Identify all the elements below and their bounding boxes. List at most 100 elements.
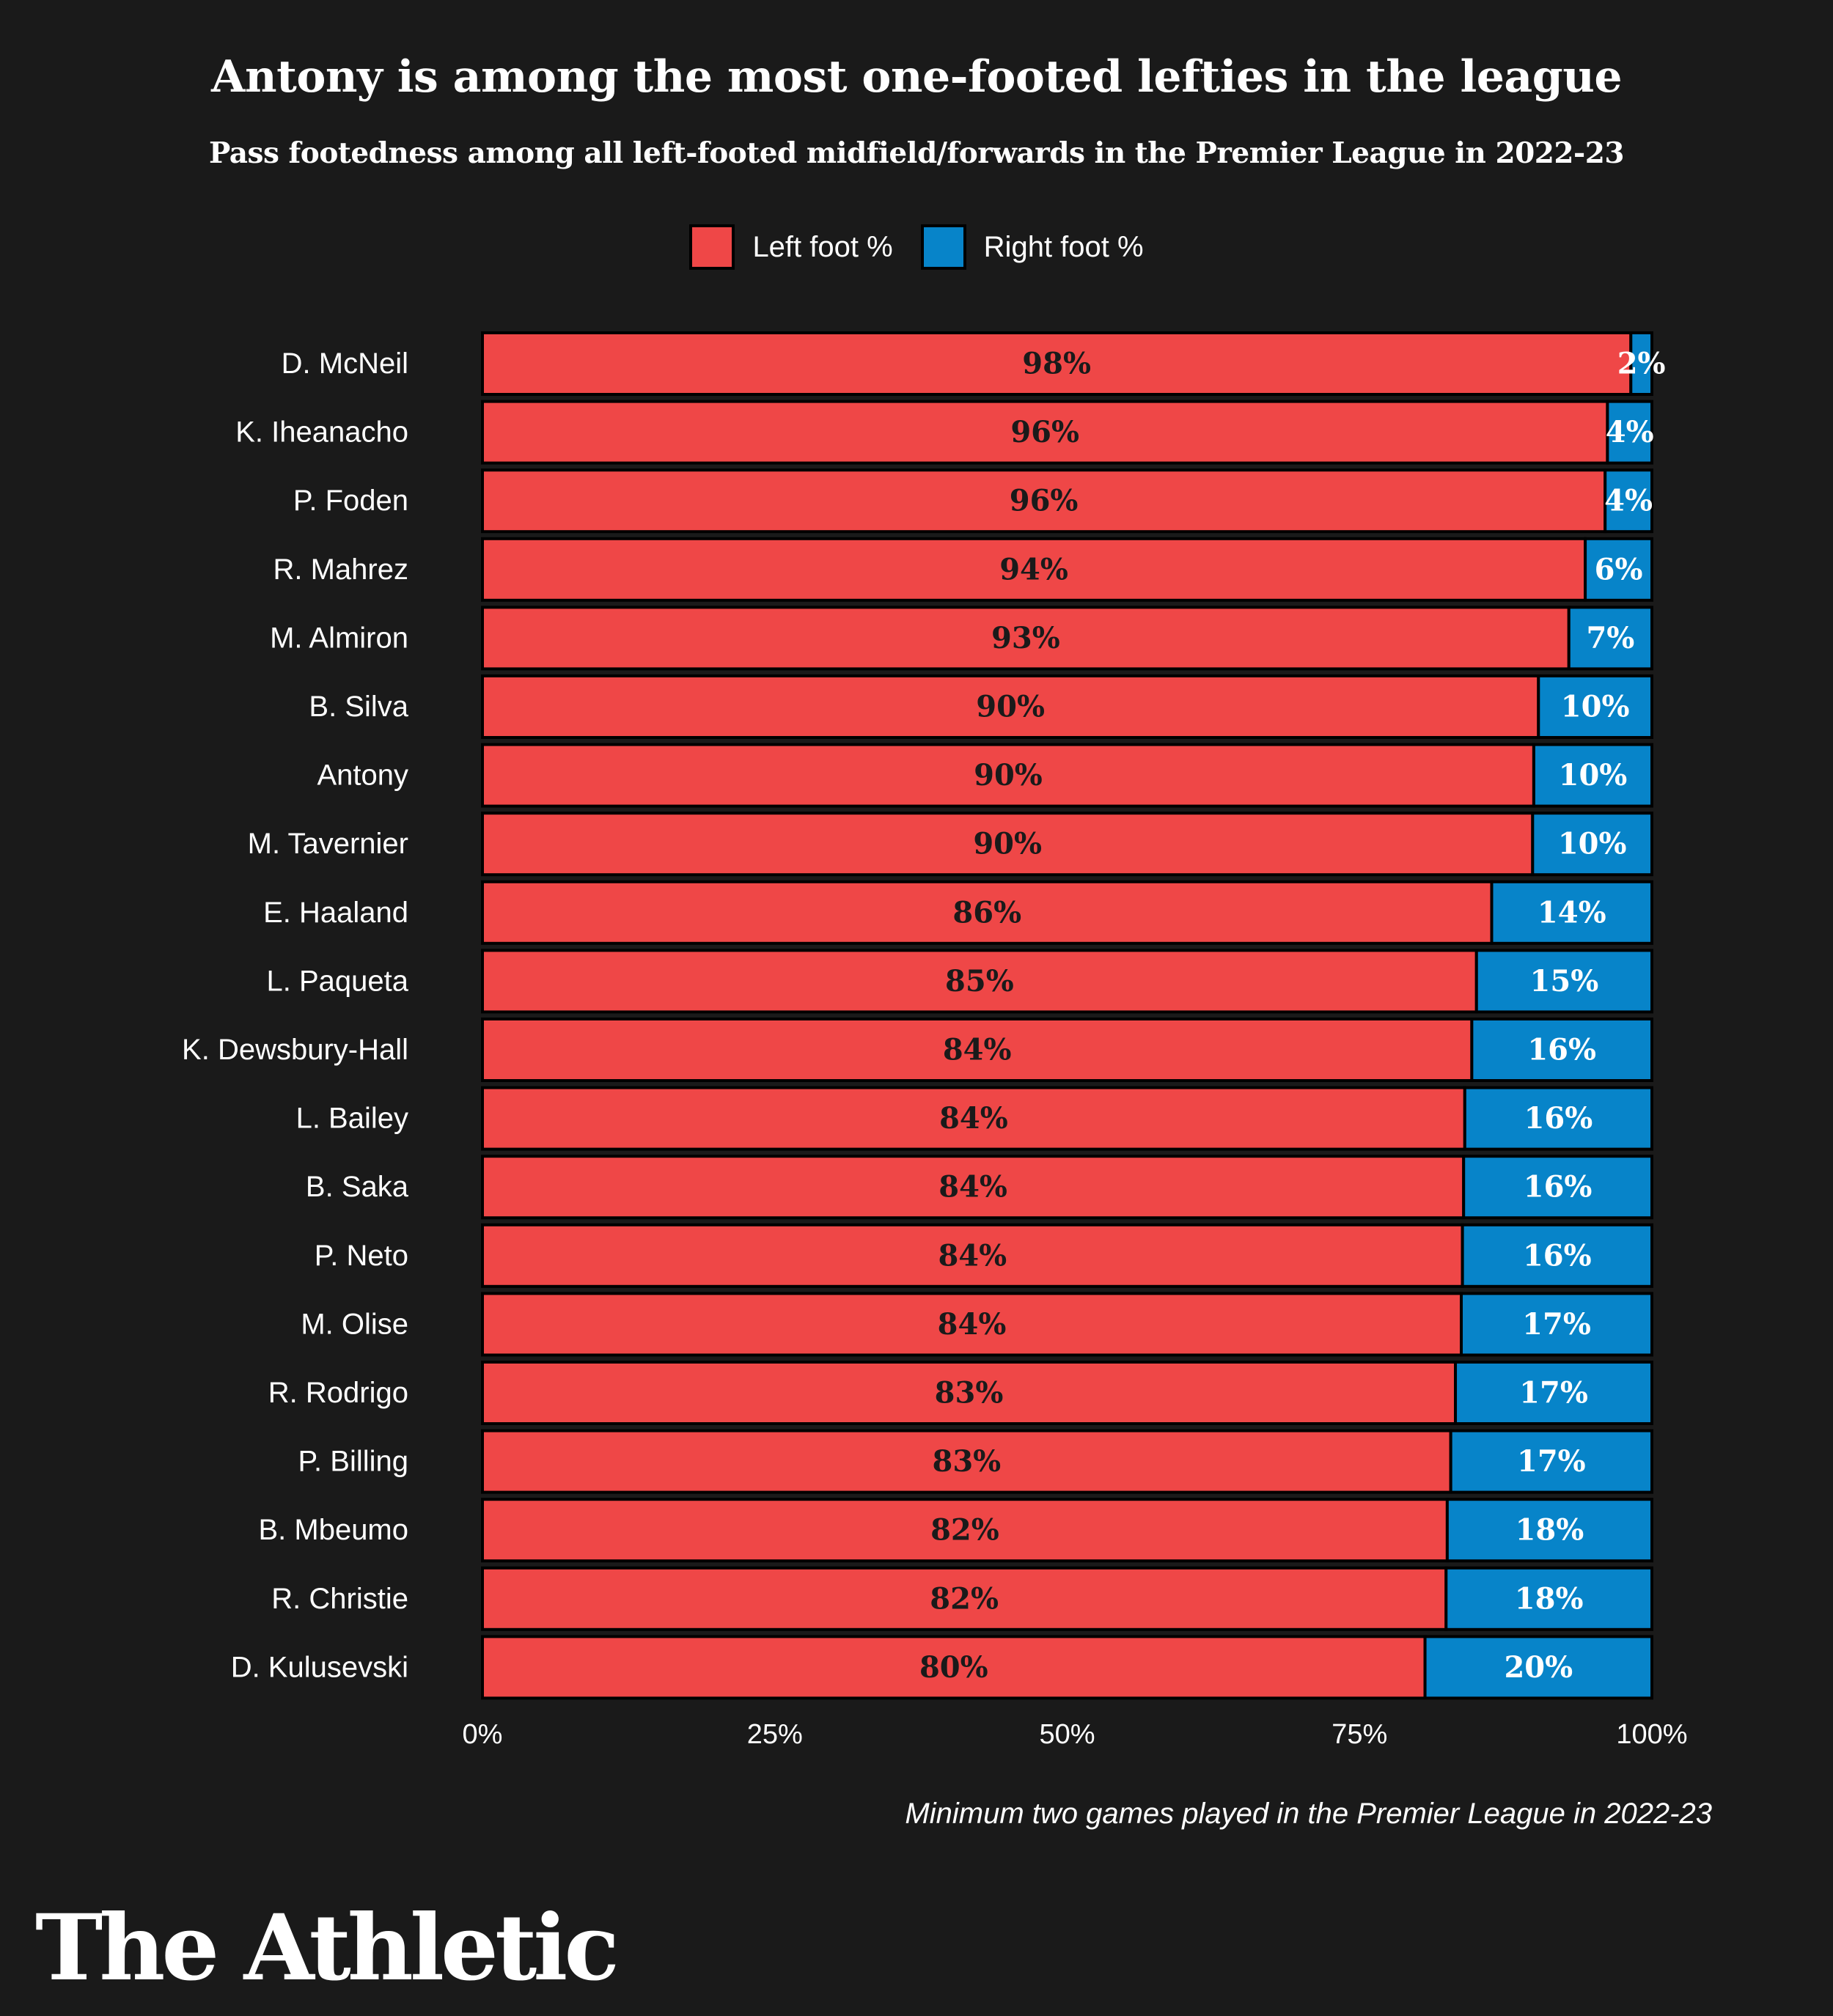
chart-title: Antony is among the most one-footed left… (210, 51, 1623, 103)
data-label-right-foot-k-iheanacho: 4% (1606, 415, 1654, 449)
bar-right-foot-p-neto (1461, 1223, 1653, 1288)
bar-right-foot-b-mbeumo (1445, 1498, 1653, 1563)
category-label-l-bailey: L. Bailey (296, 1103, 408, 1135)
data-label-left-foot-p-foden: 96% (1010, 484, 1079, 518)
bar-left-foot-d-kulusevski (481, 1635, 1427, 1700)
data-label-right-foot-b-silva: 10% (1561, 690, 1630, 724)
data-label-left-foot-m-olise: 84% (938, 1307, 1007, 1342)
x-tick-label-25: 25% (747, 1719, 803, 1750)
category-label-p-billing: P. Billing (298, 1446, 408, 1478)
data-label-right-foot-b-saka: 16% (1524, 1170, 1593, 1204)
bar-left-foot-m-tavernier (481, 812, 1535, 877)
category-label-l-paqueta: L. Paqueta (267, 965, 409, 997)
data-label-right-foot-p-billing: 17% (1517, 1444, 1586, 1479)
category-label-b-saka: B. Saka (306, 1171, 409, 1203)
bar-left-foot-p-billing (481, 1429, 1452, 1494)
bar-right-foot-k-dewsbury-hall (1470, 1018, 1653, 1082)
data-label-right-foot-b-mbeumo: 18% (1516, 1513, 1584, 1548)
category-label-k-dewsbury-hall: K. Dewsbury-Hall (182, 1034, 408, 1066)
data-label-left-foot-b-silva: 90% (976, 690, 1045, 724)
data-label-left-foot-d-mcneil: 98% (1022, 347, 1091, 381)
legend-item-left-foot: Left foot % (689, 224, 893, 270)
bar-right-foot-m-almiron (1567, 606, 1653, 671)
bar-left-foot-p-foden (481, 468, 1607, 534)
bar-right-foot-l-bailey (1463, 1086, 1654, 1151)
category-label-m-olise: M. Olise (301, 1308, 408, 1340)
data-label-right-foot-l-bailey: 16% (1524, 1101, 1593, 1136)
data-label-right-foot-r-christie: 18% (1515, 1581, 1584, 1616)
bar-right-foot-r-mahrez (1584, 537, 1653, 602)
x-tick-label-75: 75% (1331, 1719, 1387, 1750)
the-athletic-logo: The Athletic (35, 1895, 620, 2001)
bar-right-foot-p-foden (1604, 468, 1653, 534)
category-label-b-mbeumo: B. Mbeumo (258, 1514, 408, 1546)
category-label-r-rodrigo: R. Rodrigo (268, 1377, 408, 1409)
data-label-left-foot-p-billing: 83% (932, 1444, 1001, 1479)
bar-left-foot-l-paqueta (481, 949, 1478, 1014)
category-label-r-mahrez: R. Mahrez (273, 553, 409, 586)
category-label-e-haaland: E. Haaland (263, 897, 408, 929)
data-label-right-foot-r-rodrigo: 17% (1519, 1376, 1588, 1410)
data-label-right-foot-l-paqueta: 15% (1530, 964, 1599, 998)
bar-right-foot-d-kulusevski (1423, 1635, 1653, 1700)
category-label-b-silva: B. Silva (309, 691, 408, 723)
legend-swatch-right-foot (920, 224, 966, 270)
data-label-right-foot-antony: 10% (1559, 758, 1628, 792)
bar-left-foot-r-mahrez (481, 537, 1587, 602)
bar-left-foot-b-mbeumo (481, 1498, 1449, 1563)
data-label-left-foot-r-christie: 82% (930, 1581, 999, 1616)
bar-left-foot-d-mcneil (481, 331, 1633, 396)
chart-subtitle: Pass footedness among all left-footed mi… (208, 136, 1625, 170)
data-label-left-foot-d-kulusevski: 80% (919, 1650, 988, 1685)
category-label-p-foden: P. Foden (293, 485, 408, 517)
bar-left-foot-m-almiron (481, 606, 1571, 671)
data-label-left-foot-l-bailey: 84% (939, 1101, 1008, 1136)
bar-right-foot-m-olise (1460, 1292, 1653, 1357)
data-label-left-foot-b-saka: 84% (938, 1170, 1007, 1204)
legend-label-right-foot: Right foot % (983, 230, 1144, 263)
data-label-left-foot-r-mahrez: 94% (999, 552, 1068, 586)
data-label-right-foot-k-dewsbury-hall: 16% (1527, 1033, 1596, 1067)
data-label-right-foot-p-foden: 4% (1604, 484, 1653, 518)
bar-right-foot-r-rodrigo (1454, 1361, 1654, 1425)
bar-right-foot-p-billing (1449, 1429, 1654, 1494)
category-label-d-kulusevski: D. Kulusevski (231, 1651, 408, 1683)
data-label-right-foot-e-haaland: 14% (1538, 895, 1606, 930)
data-label-left-foot-e-haaland: 86% (952, 895, 1021, 930)
x-tick-label-50: 50% (1039, 1719, 1095, 1750)
category-label-m-almiron: M. Almiron (270, 622, 408, 654)
data-label-left-foot-l-paqueta: 85% (945, 964, 1014, 998)
bar-left-foot-antony (481, 743, 1535, 808)
data-label-left-foot-r-rodrigo: 83% (935, 1376, 1004, 1410)
data-label-left-foot-k-iheanacho: 96% (1010, 415, 1079, 449)
data-label-right-foot-p-neto: 16% (1523, 1238, 1592, 1273)
x-tick-label-100: 100% (1616, 1719, 1687, 1750)
bar-right-foot-d-mcneil (1629, 331, 1654, 396)
bar-right-foot-r-christie (1444, 1566, 1654, 1631)
bar-left-foot-m-olise (481, 1292, 1463, 1357)
data-label-left-foot-m-almiron: 93% (991, 621, 1060, 655)
data-label-right-foot-r-mahrez: 6% (1595, 552, 1643, 586)
bar-left-foot-b-silva (481, 674, 1540, 739)
data-label-right-foot-m-almiron: 7% (1586, 621, 1634, 655)
data-label-left-foot-antony: 90% (974, 758, 1043, 792)
x-tick-label-0: 0% (463, 1719, 503, 1750)
bar-right-foot-b-silva (1537, 674, 1653, 739)
legend-item-right-foot: Right foot % (920, 224, 1144, 270)
category-label-k-iheanacho: K. Iheanacho (235, 416, 408, 449)
category-label-m-tavernier: M. Tavernier (248, 828, 408, 860)
data-label-right-foot-d-kulusevski: 20% (1504, 1650, 1573, 1685)
bar-left-foot-k-iheanacho (481, 400, 1609, 465)
footnote: Minimum two games played in the Premier … (905, 1798, 1712, 1830)
category-label-antony: Antony (317, 759, 408, 792)
legend: Left foot % Right foot % (0, 221, 1833, 273)
data-label-right-foot-m-olise: 17% (1522, 1307, 1591, 1342)
data-label-left-foot-m-tavernier: 90% (973, 827, 1042, 861)
data-label-left-foot-b-mbeumo: 82% (930, 1513, 999, 1548)
bar-left-foot-b-saka (481, 1155, 1466, 1220)
bar-right-foot-k-iheanacho (1606, 400, 1653, 465)
bar-right-foot-antony (1532, 743, 1654, 808)
data-label-left-foot-k-dewsbury-hall: 84% (943, 1033, 1012, 1067)
legend-swatch-left-foot (689, 224, 735, 270)
